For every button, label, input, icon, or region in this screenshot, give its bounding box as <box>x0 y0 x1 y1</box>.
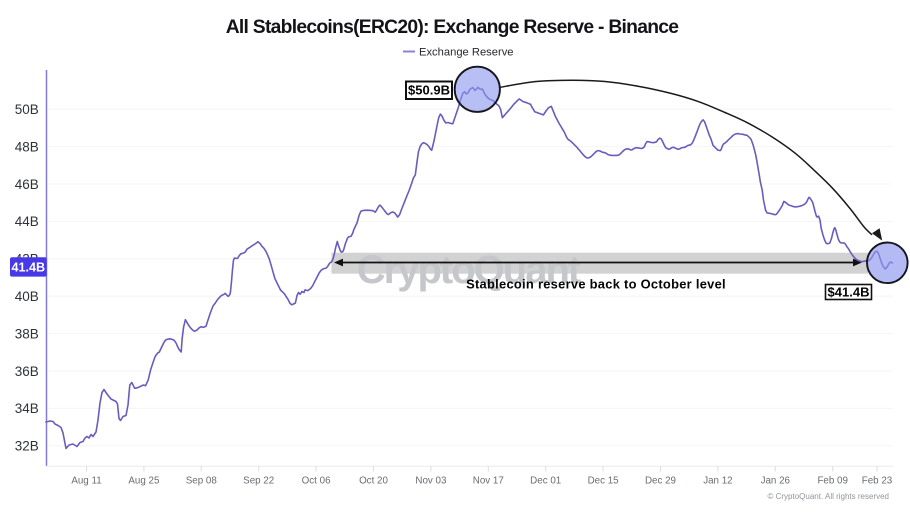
svg-text:40B: 40B <box>15 289 39 304</box>
svg-text:Feb 09: Feb 09 <box>817 475 848 486</box>
svg-text:44B: 44B <box>15 214 39 229</box>
svg-text:CryptoQuant: CryptoQuant <box>357 248 581 292</box>
svg-text:Dec 29: Dec 29 <box>645 475 676 486</box>
svg-text:Feb 23: Feb 23 <box>862 475 893 486</box>
svg-text:Jan 12: Jan 12 <box>703 475 732 486</box>
svg-text:38B: 38B <box>15 326 39 341</box>
svg-text:Sep 08: Sep 08 <box>186 475 218 486</box>
svg-text:41.4B: 41.4B <box>11 261 45 275</box>
svg-text:Stablecoin reserve back to Oct: Stablecoin reserve back to October level <box>466 277 726 292</box>
svg-text:© CryptoQuant. All rights rese: © CryptoQuant. All rights reserved <box>768 492 890 501</box>
svg-text:Dec 01: Dec 01 <box>530 475 561 486</box>
svg-text:Sep 22: Sep 22 <box>243 475 274 486</box>
svg-text:32B: 32B <box>15 439 39 454</box>
svg-text:50B: 50B <box>15 102 39 117</box>
svg-text:Nov 03: Nov 03 <box>415 475 447 486</box>
svg-text:Jan 26: Jan 26 <box>761 475 791 486</box>
svg-text:Aug 25: Aug 25 <box>128 475 160 486</box>
svg-text:46B: 46B <box>15 177 39 192</box>
svg-text:Nov 17: Nov 17 <box>473 475 504 486</box>
svg-text:36B: 36B <box>15 364 39 379</box>
svg-text:34B: 34B <box>15 401 39 416</box>
svg-text:Aug 11: Aug 11 <box>71 475 101 486</box>
svg-text:All Stablecoins(ERC20): Exchan: All Stablecoins(ERC20): Exchange Reserve… <box>226 17 680 38</box>
svg-text:Oct 20: Oct 20 <box>359 475 388 486</box>
svg-text:48B: 48B <box>15 139 39 154</box>
svg-text:Dec 15: Dec 15 <box>588 475 620 486</box>
svg-text:$50.9B: $50.9B <box>408 83 450 98</box>
svg-text:$41.4B: $41.4B <box>828 284 870 299</box>
svg-text:Oct 06: Oct 06 <box>302 475 331 486</box>
svg-text:Exchange Reserve: Exchange Reserve <box>419 46 514 58</box>
